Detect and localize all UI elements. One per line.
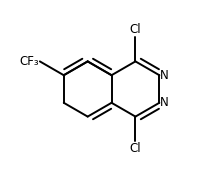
Text: N: N (160, 69, 169, 82)
Text: Cl: Cl (130, 23, 141, 36)
Text: N: N (160, 96, 169, 109)
Text: Cl: Cl (130, 142, 141, 155)
Text: CF₃: CF₃ (19, 55, 39, 68)
